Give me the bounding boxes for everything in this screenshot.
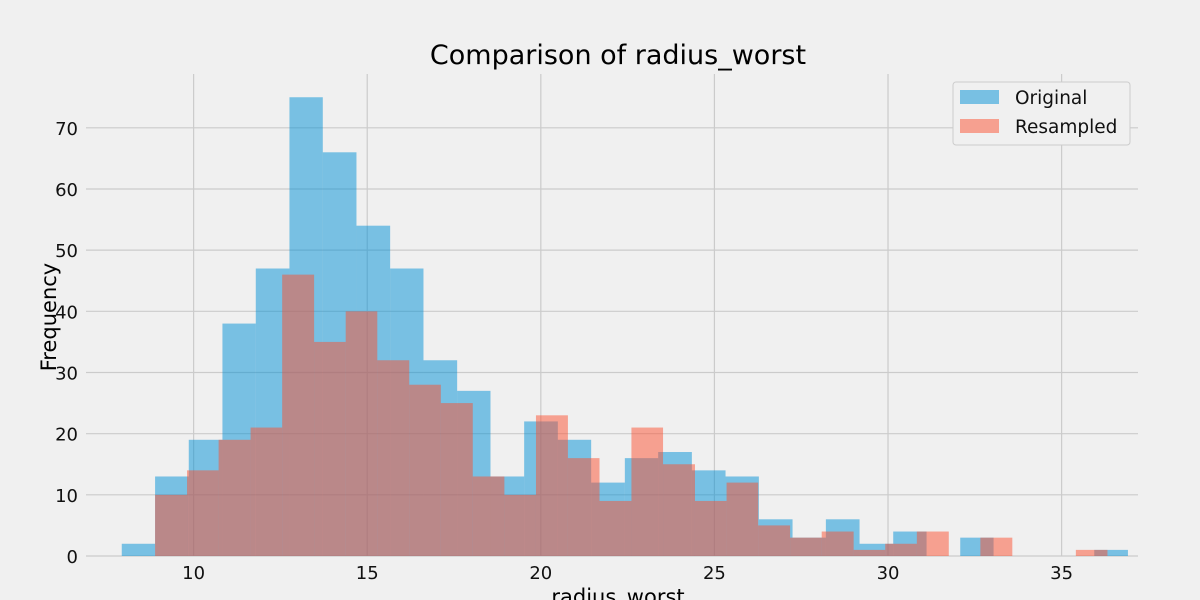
bar-resampled — [345, 311, 378, 556]
x-tick-label: 10 — [182, 563, 205, 584]
bar-resampled — [885, 543, 917, 556]
legend-label-original: Original — [1015, 88, 1087, 109]
bar-original — [1094, 549, 1128, 556]
bar-resampled — [853, 549, 886, 556]
bar-resampled — [472, 476, 505, 556]
x-tick-label: 25 — [703, 563, 726, 584]
bar-resampled — [694, 500, 727, 556]
legend: Original Resampled — [952, 81, 1131, 146]
x-tick-label: 30 — [877, 563, 900, 584]
y-axis-label: Frequency — [37, 263, 61, 372]
bar-resampled — [440, 403, 473, 556]
y-tick-label: 30 — [55, 363, 78, 384]
bar-resampled — [599, 500, 632, 556]
bar-original — [121, 543, 156, 556]
bar-resampled — [631, 427, 664, 556]
y-tick-label: 50 — [55, 241, 78, 262]
legend-swatch-resampled — [960, 119, 999, 133]
y-tick-label: 40 — [55, 302, 78, 323]
bar-resampled — [1075, 549, 1108, 556]
bar-resampled — [567, 458, 600, 556]
y-tick-label: 70 — [55, 119, 78, 140]
x-tick-label: 15 — [356, 563, 379, 584]
legend-swatch-original — [960, 90, 999, 104]
histogram-bars — [121, 97, 1128, 556]
bar-resampled — [663, 464, 695, 556]
y-tick-label: 0 — [67, 547, 78, 568]
bar-resampled — [409, 384, 441, 556]
y-tick-labels: 0 10 20 30 40 50 60 70 — [55, 119, 78, 568]
x-tick-label: 20 — [529, 563, 552, 584]
x-axis-label: radius_worst — [551, 585, 684, 600]
bar-resampled — [250, 427, 283, 556]
legend-label-resampled: Resampled — [1015, 117, 1117, 138]
bar-resampled — [535, 415, 568, 556]
chart-title: Comparison of radius_worst — [430, 40, 806, 71]
bar-resampled — [726, 482, 759, 556]
y-tick-label: 60 — [55, 180, 78, 201]
bar-resampled — [504, 494, 536, 556]
bar-resampled — [314, 341, 346, 556]
bar-resampled — [282, 274, 315, 556]
bar-resampled — [187, 470, 219, 556]
bar-resampled — [758, 525, 791, 556]
bar-resampled — [916, 531, 949, 556]
bar-resampled — [790, 537, 822, 556]
y-tick-label: 20 — [55, 425, 78, 446]
y-tick-label: 10 — [55, 486, 78, 507]
bar-resampled — [821, 531, 854, 556]
x-tick-labels: 10 15 20 25 30 35 — [182, 563, 1073, 584]
bar-resampled — [377, 360, 410, 556]
bar-resampled — [218, 439, 251, 556]
bar-resampled — [980, 537, 1013, 556]
bar-resampled — [155, 494, 188, 556]
x-tick-label: 35 — [1050, 563, 1073, 584]
